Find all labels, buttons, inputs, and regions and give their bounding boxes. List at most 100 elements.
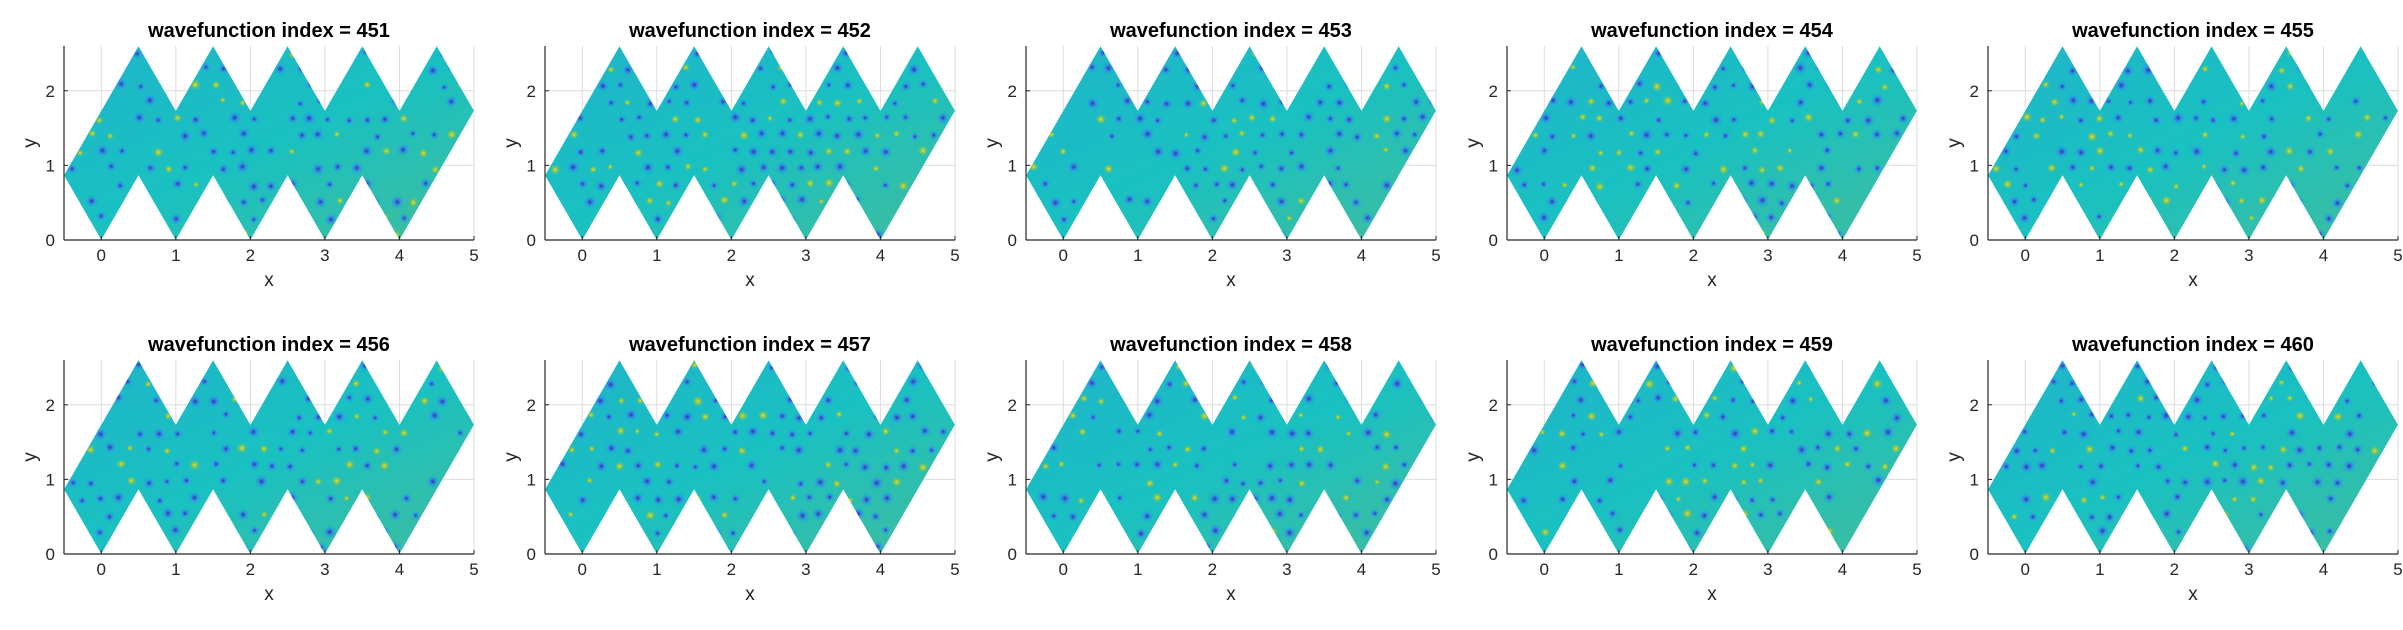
field-blob xyxy=(530,379,537,386)
field-blob xyxy=(1560,215,1568,223)
field-blob xyxy=(2370,378,2380,388)
field-blob xyxy=(426,474,441,489)
field-blob xyxy=(1238,376,1249,387)
field-blob xyxy=(1574,526,1586,538)
field-blob xyxy=(830,61,845,76)
field-blob xyxy=(477,526,486,535)
field-blob xyxy=(1787,116,1797,126)
field-blob xyxy=(623,407,639,423)
field-blob xyxy=(2390,508,2403,522)
field-blob xyxy=(839,46,853,60)
field-blob xyxy=(1181,379,1191,389)
field-blob xyxy=(1275,475,1285,485)
x-tick-label: 1 xyxy=(1133,246,1142,265)
field-blob xyxy=(1612,425,1626,439)
y-axis-label: y xyxy=(982,452,1003,462)
field-blob xyxy=(1069,66,1079,76)
field-blob xyxy=(1793,226,1809,242)
field-blob xyxy=(1718,64,1728,74)
field-blob xyxy=(2393,99,2400,106)
field-blob xyxy=(559,213,568,222)
field-blob xyxy=(1963,178,1975,190)
field-blob xyxy=(2038,47,2053,62)
field-blob xyxy=(1297,445,1305,453)
field-blob xyxy=(1583,128,1598,143)
field-blob xyxy=(1369,540,1385,556)
field-blob xyxy=(111,490,127,506)
field-blob xyxy=(1107,131,1118,142)
field-blob xyxy=(1528,412,1538,422)
field-blob xyxy=(1688,358,1704,374)
field-blob xyxy=(2249,495,2258,504)
field-blob xyxy=(2342,396,2352,406)
field-blob xyxy=(539,144,553,158)
field-blob xyxy=(593,244,606,257)
field-blob xyxy=(1822,490,1835,503)
field-blob xyxy=(1403,248,1410,255)
subplot-title: wavefunction index = 456 xyxy=(147,334,390,356)
field-blob xyxy=(2330,376,2344,390)
field-blob xyxy=(1706,244,1720,258)
field-blob xyxy=(825,561,836,572)
field-blob xyxy=(2286,394,2294,402)
x-axis-label: x xyxy=(1707,584,1717,605)
field-blob xyxy=(535,175,550,190)
field-blob xyxy=(372,446,382,456)
field-blob xyxy=(354,229,363,238)
field-blob xyxy=(729,426,741,438)
field-blob xyxy=(708,210,724,226)
field-blob xyxy=(574,146,587,159)
field-blob xyxy=(209,526,221,538)
field-blob xyxy=(1653,115,1664,126)
field-blob xyxy=(2314,442,2326,454)
field-blob xyxy=(2256,510,2266,520)
field-blob xyxy=(917,462,929,474)
field-blob xyxy=(1191,460,1203,472)
field-blob xyxy=(1188,211,1202,225)
field-blob xyxy=(586,477,594,485)
field-blob xyxy=(1049,345,1058,354)
field-blob xyxy=(1975,34,1983,42)
field-blob xyxy=(708,525,723,540)
field-blob xyxy=(56,460,70,474)
field-blob xyxy=(729,144,741,156)
field-blob xyxy=(466,343,477,354)
field-blob xyxy=(879,145,893,159)
field-blob xyxy=(435,211,447,223)
field-blob xyxy=(681,376,693,388)
field-blob xyxy=(1484,365,1491,372)
field-blob xyxy=(1249,245,1259,255)
field-blob xyxy=(1019,213,1028,222)
field-blob xyxy=(1360,526,1374,540)
field-blob xyxy=(2218,164,2230,176)
field-blob xyxy=(1527,344,1538,355)
field-blob xyxy=(1586,411,1597,422)
field-blob xyxy=(199,227,213,241)
y-axis-label: y xyxy=(20,452,41,462)
field-blob xyxy=(690,462,700,472)
field-blob xyxy=(1419,561,1427,569)
field-blob xyxy=(1739,444,1749,454)
field-blob xyxy=(2114,361,2125,372)
field-blob xyxy=(1301,391,1316,406)
field-blob xyxy=(597,363,604,370)
field-blob xyxy=(466,29,477,40)
field-blob xyxy=(1540,47,1552,59)
field-blob xyxy=(1133,426,1143,436)
field-blob xyxy=(2278,379,2286,387)
field-blob xyxy=(169,212,183,226)
field-blob xyxy=(1643,97,1651,105)
field-blob xyxy=(567,66,575,74)
field-blob xyxy=(163,546,171,554)
field-blob xyxy=(136,81,147,92)
field-blob xyxy=(559,111,571,123)
field-blob xyxy=(2334,441,2346,453)
field-blob xyxy=(1749,426,1760,437)
field-blob xyxy=(132,358,145,371)
field-blob xyxy=(634,428,641,435)
field-blob xyxy=(77,46,89,58)
field-blob xyxy=(528,128,538,138)
field-blob xyxy=(1039,178,1051,190)
field-blob xyxy=(1698,509,1712,523)
field-blob xyxy=(1546,130,1558,142)
